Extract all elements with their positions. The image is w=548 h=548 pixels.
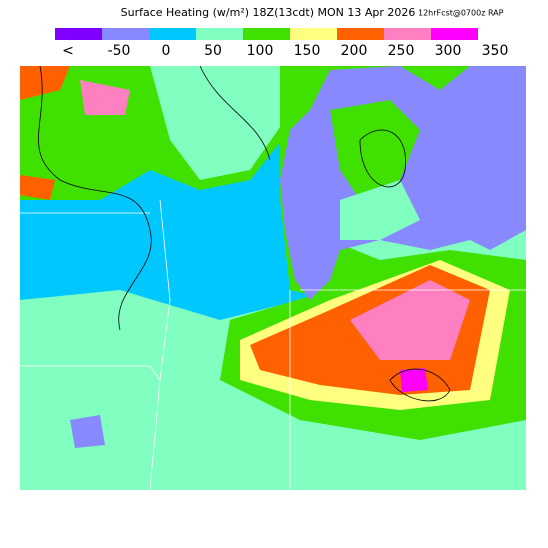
legend-label: 200 (341, 43, 368, 59)
legend-swatch (55, 28, 102, 40)
region (20, 175, 55, 200)
legend-swatch (243, 28, 290, 40)
peninsula (330, 100, 420, 200)
region (80, 80, 130, 115)
state-borders (20, 199, 526, 491)
region (20, 66, 70, 100)
legend-swatch (431, 28, 478, 40)
region (150, 66, 300, 180)
legend-swatch (196, 28, 243, 40)
legend-label: 50 (204, 43, 222, 59)
legend-label: 350 (482, 43, 509, 59)
legend-swatch (337, 28, 384, 40)
contours (38, 65, 451, 402)
run-info: 12hrFcst@0700z RAP (418, 9, 504, 18)
legend-label: 300 (435, 43, 462, 59)
legend-swatch (102, 28, 149, 40)
legend-label: 150 (294, 43, 321, 59)
region (70, 415, 105, 448)
peninsula (340, 180, 420, 240)
legend-label: 250 (388, 43, 415, 59)
title: Surface Heating (w/m²) 18Z(13cdt) MON 13… (121, 6, 416, 19)
legend-swatch (290, 28, 337, 40)
legend-label: 0 (162, 43, 171, 59)
legend-label: < (62, 43, 74, 59)
region (350, 280, 470, 360)
legend-label: 100 (247, 43, 274, 59)
legend: < -50 0 50 100 150 200 250 300 350 (55, 28, 508, 59)
legend-label: -50 (108, 43, 131, 59)
legend-swatch (149, 28, 196, 40)
legend-swatch (384, 28, 431, 40)
map (20, 65, 526, 491)
region (400, 368, 428, 392)
